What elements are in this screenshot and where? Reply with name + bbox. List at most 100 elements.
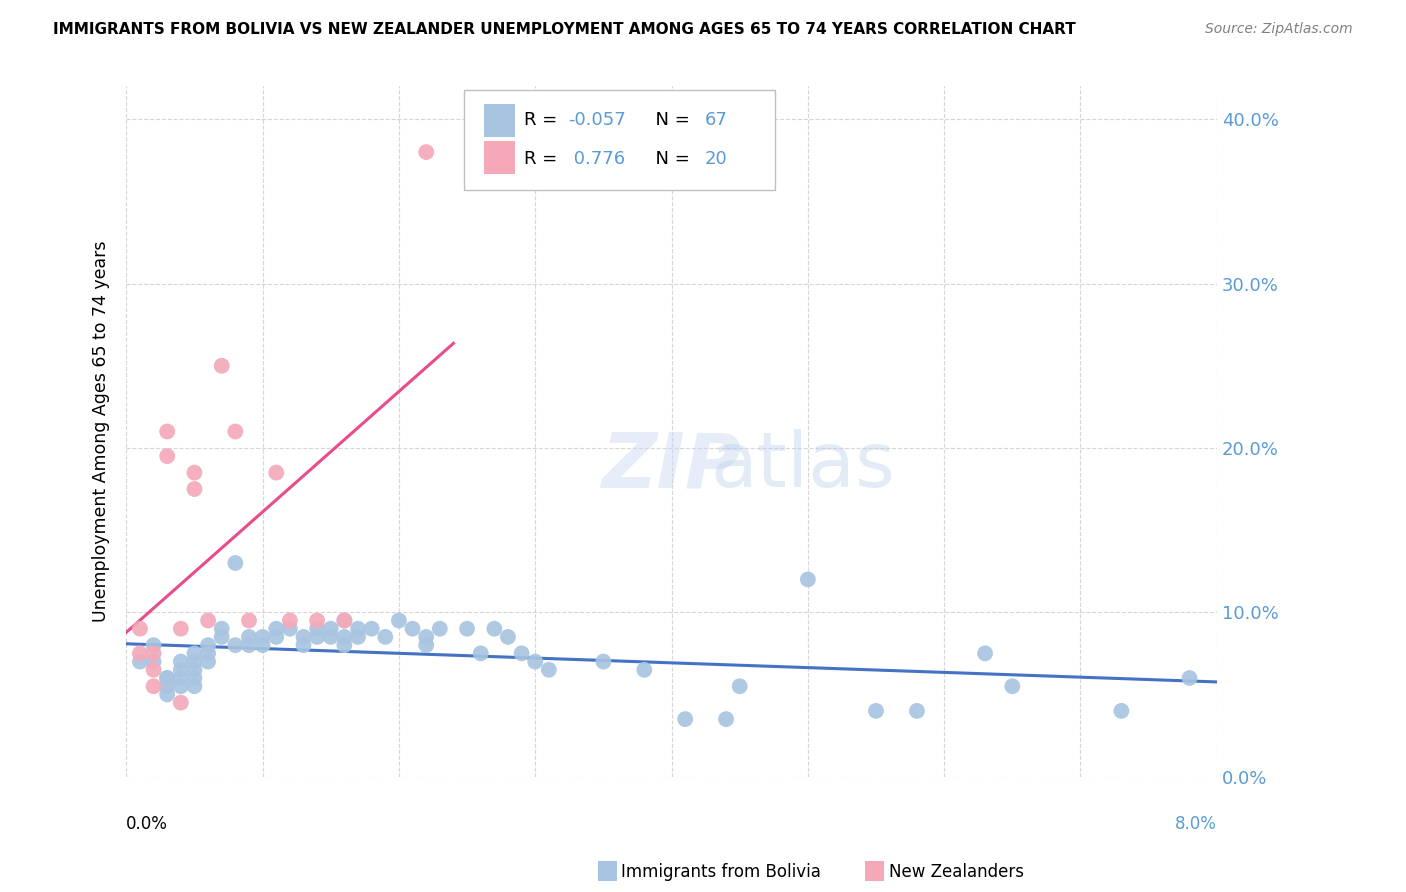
Point <box>183 663 205 677</box>
Text: R =: R = <box>524 112 564 129</box>
Point <box>415 145 437 160</box>
Text: 67: 67 <box>704 112 727 129</box>
Point <box>211 630 233 644</box>
Point <box>183 655 205 669</box>
Point <box>183 482 205 496</box>
Point <box>264 630 287 644</box>
Point <box>197 655 219 669</box>
Text: N =: N = <box>644 150 696 168</box>
Point <box>374 630 396 644</box>
Point <box>415 630 437 644</box>
Point <box>211 622 233 636</box>
Point <box>183 646 205 660</box>
Point <box>307 614 329 628</box>
Point <box>633 663 655 677</box>
Point <box>484 622 506 636</box>
Text: ZIP: ZIP <box>602 429 741 503</box>
Text: New Zealanders: New Zealanders <box>889 863 1024 881</box>
Point <box>264 622 287 636</box>
Text: 8.0%: 8.0% <box>1175 814 1216 832</box>
Point <box>347 622 370 636</box>
Point <box>401 622 423 636</box>
Text: R =: R = <box>524 150 564 168</box>
Point <box>333 638 356 652</box>
Point <box>524 655 547 669</box>
Point <box>238 614 260 628</box>
Point <box>129 646 152 660</box>
Text: Immigrants from Bolivia: Immigrants from Bolivia <box>621 863 821 881</box>
Point <box>142 679 165 693</box>
Point <box>197 638 219 652</box>
Point <box>183 679 205 693</box>
Point <box>1001 679 1024 693</box>
Point <box>319 622 342 636</box>
Point <box>388 614 411 628</box>
Point <box>797 573 820 587</box>
Point <box>714 712 737 726</box>
Point <box>224 638 246 652</box>
FancyBboxPatch shape <box>484 141 515 174</box>
Text: atlas: atlas <box>710 429 894 503</box>
Point <box>974 646 997 660</box>
Point <box>333 614 356 628</box>
Point <box>278 614 301 628</box>
Point <box>170 663 193 677</box>
Text: N =: N = <box>644 112 696 129</box>
Point <box>278 622 301 636</box>
Point <box>415 638 437 652</box>
Point <box>183 466 205 480</box>
Point <box>673 712 696 726</box>
Point <box>429 622 451 636</box>
Point <box>292 630 315 644</box>
Point <box>156 425 179 439</box>
Point <box>496 630 519 644</box>
Point <box>264 466 287 480</box>
FancyBboxPatch shape <box>484 103 515 136</box>
Point <box>129 622 152 636</box>
Point <box>170 671 193 685</box>
Point <box>510 646 533 660</box>
Point <box>238 630 260 644</box>
Point <box>865 704 887 718</box>
Point <box>252 638 274 652</box>
Y-axis label: Unemployment Among Ages 65 to 74 years: Unemployment Among Ages 65 to 74 years <box>93 241 110 623</box>
Point <box>156 679 179 693</box>
Point <box>224 556 246 570</box>
Text: -0.057: -0.057 <box>568 112 626 129</box>
Point <box>238 638 260 652</box>
Point <box>197 646 219 660</box>
Point <box>197 614 219 628</box>
Point <box>170 679 193 693</box>
Point <box>360 622 382 636</box>
Point <box>333 630 356 644</box>
Point <box>333 614 356 628</box>
Point <box>170 696 193 710</box>
Point <box>224 425 246 439</box>
Point <box>129 655 152 669</box>
Point <box>142 655 165 669</box>
Point <box>170 622 193 636</box>
Point <box>183 671 205 685</box>
Point <box>347 630 370 644</box>
Point <box>1111 704 1133 718</box>
Point <box>728 679 751 693</box>
Text: 0.776: 0.776 <box>568 150 626 168</box>
Point <box>307 630 329 644</box>
Point <box>156 688 179 702</box>
Point <box>156 671 179 685</box>
Point <box>292 638 315 652</box>
Text: 0.0%: 0.0% <box>127 814 169 832</box>
FancyBboxPatch shape <box>464 90 775 190</box>
Point <box>142 638 165 652</box>
Point <box>156 671 179 685</box>
Point <box>905 704 928 718</box>
Point <box>170 655 193 669</box>
Point <box>307 622 329 636</box>
Point <box>142 646 165 660</box>
Point <box>592 655 614 669</box>
Text: IMMIGRANTS FROM BOLIVIA VS NEW ZEALANDER UNEMPLOYMENT AMONG AGES 65 TO 74 YEARS : IMMIGRANTS FROM BOLIVIA VS NEW ZEALANDER… <box>53 22 1076 37</box>
Point <box>252 630 274 644</box>
Point <box>142 663 165 677</box>
Text: 20: 20 <box>704 150 727 168</box>
Point <box>456 622 478 636</box>
